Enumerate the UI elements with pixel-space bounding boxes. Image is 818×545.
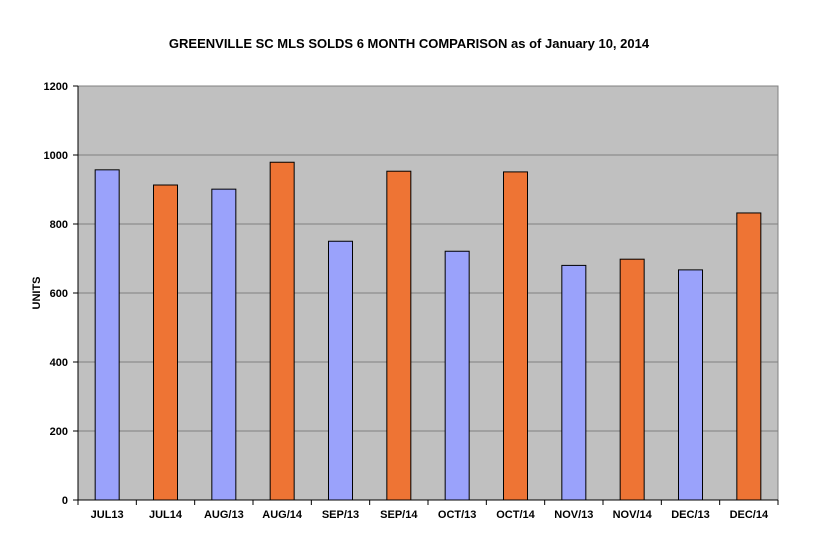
bar	[94, 169, 120, 501]
bar	[444, 250, 470, 501]
x-tick-label: SEP/14	[380, 509, 418, 521]
x-tick-label: SEP/13	[322, 509, 359, 521]
y-tick-label: 400	[50, 357, 68, 369]
bar	[619, 258, 645, 501]
bar	[328, 240, 353, 501]
x-tick-label: DEC/13	[671, 509, 710, 521]
x-tick-label: DEC/14	[730, 509, 769, 521]
x-tick-label: NOV/13	[554, 509, 593, 521]
bar	[386, 170, 412, 501]
x-tick-label: OCT/13	[438, 509, 477, 521]
y-tick-label: 600	[50, 288, 68, 300]
bar	[678, 269, 703, 501]
y-tick-label: 1000	[44, 150, 68, 162]
x-tick-label: AUG/13	[204, 509, 244, 521]
y-axis-title: UNITS	[31, 277, 43, 310]
x-tick-label: JUL13	[91, 509, 124, 521]
bar	[211, 188, 237, 501]
bar	[503, 171, 528, 501]
y-tick-label: 1200	[44, 81, 68, 93]
y-tick-label: 200	[50, 426, 68, 438]
y-tick-label: 800	[50, 219, 68, 231]
x-tick-label: OCT/14	[496, 509, 535, 521]
x-tick-label: NOV/14	[613, 509, 653, 521]
x-tick-label: AUG/14	[262, 509, 303, 521]
bar	[561, 264, 587, 501]
y-tick-label: 0	[62, 495, 68, 507]
bar	[269, 161, 295, 501]
chart-title: GREENVILLE SC MLS SOLDS 6 MONTH COMPARIS…	[168, 36, 650, 51]
x-tick-label: JUL14	[149, 509, 183, 521]
bar	[153, 184, 178, 501]
bar	[736, 212, 762, 501]
